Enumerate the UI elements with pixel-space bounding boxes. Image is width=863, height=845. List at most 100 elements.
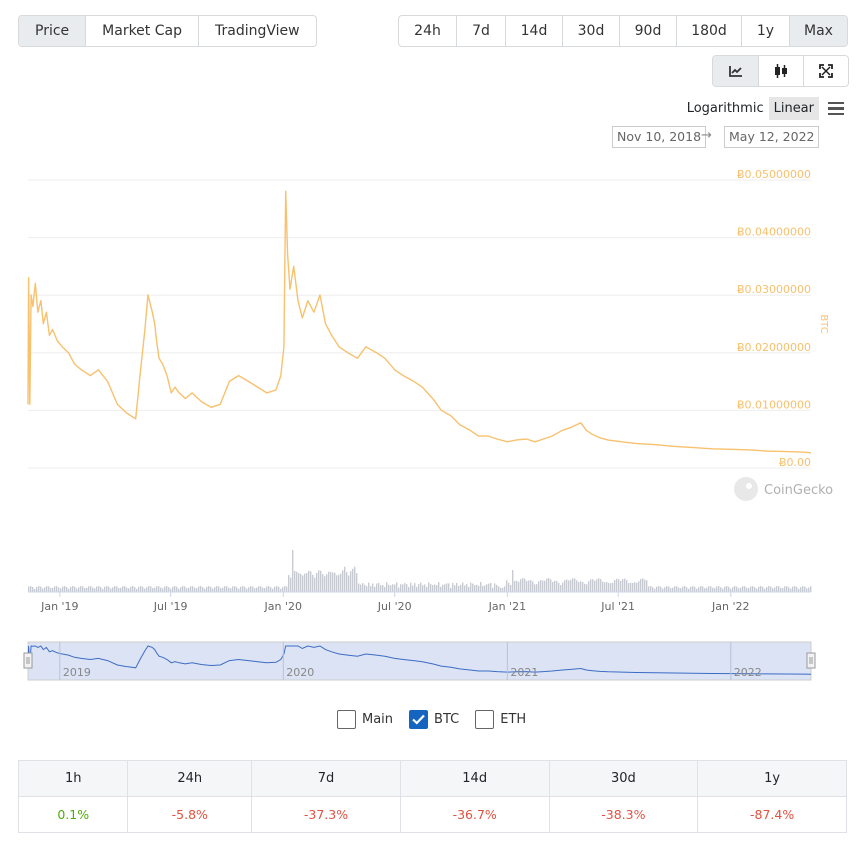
volume-bar xyxy=(466,583,468,592)
volume-bar xyxy=(618,579,620,592)
range-tab-1y[interactable]: 1y xyxy=(741,16,789,46)
volume-bar xyxy=(252,586,254,592)
view-tab-tradingview[interactable]: TradingView xyxy=(197,16,316,46)
range-tab-180d[interactable]: 180d xyxy=(676,16,741,46)
volume-bar xyxy=(672,587,674,592)
volume-bar xyxy=(204,588,206,592)
volume-bar xyxy=(674,586,676,592)
checkbox-unchecked-icon[interactable] xyxy=(475,710,495,729)
volume-bar xyxy=(572,578,574,592)
checkbox-unchecked-icon[interactable] xyxy=(337,710,356,729)
y-tick-label: Ƀ0.01000000 xyxy=(737,398,811,411)
volume-bar xyxy=(640,578,642,592)
volume-bar xyxy=(546,578,548,592)
volume-bar xyxy=(386,582,388,592)
volume-bar xyxy=(334,572,336,592)
volume-bar xyxy=(632,582,634,592)
volume-bar xyxy=(264,588,266,592)
volume-bar xyxy=(780,587,782,592)
volume-bar xyxy=(74,586,76,592)
volume-bar xyxy=(180,587,182,592)
range-tabs: 24h 7d 14d 30d 90d 180d 1y Max xyxy=(398,15,848,47)
y-axis-title: BTC xyxy=(818,314,829,333)
navigator-right-handle[interactable] xyxy=(806,652,816,669)
volume-bar xyxy=(232,586,234,592)
volume-bar xyxy=(488,583,490,592)
volume-bar xyxy=(238,588,240,592)
volume-bar xyxy=(504,586,506,592)
volume-bar xyxy=(348,575,350,592)
navigator-tick-label: 2020 xyxy=(286,666,314,679)
volume-bar xyxy=(176,586,178,592)
volume-bar xyxy=(480,582,482,592)
logarithmic-scale-option[interactable]: Logarithmic xyxy=(686,101,764,116)
volume-bar xyxy=(170,588,172,592)
volume-bar xyxy=(140,586,142,592)
navigator-left-handle[interactable] xyxy=(23,652,33,669)
volume-bar xyxy=(444,584,446,592)
handle-body[interactable] xyxy=(23,652,33,669)
handle-body[interactable] xyxy=(806,652,816,669)
range-tab-7d[interactable]: 7d xyxy=(456,16,505,46)
volume-bar xyxy=(760,586,762,592)
view-tab-market-cap[interactable]: Market Cap xyxy=(85,16,198,46)
volume-bar xyxy=(394,584,396,592)
volume-bar xyxy=(518,581,520,592)
volume-bar xyxy=(670,588,672,592)
coingecko-logo-eye xyxy=(746,483,752,489)
volume-bar xyxy=(692,586,694,592)
series-toggle-eth[interactable]: ETH xyxy=(475,710,526,729)
volume-bar xyxy=(570,579,572,592)
volume-bar xyxy=(498,586,500,592)
series-toggle-main[interactable]: Main xyxy=(337,710,393,729)
volume-bar xyxy=(142,586,144,592)
volume-bar xyxy=(404,583,406,592)
volume-bar xyxy=(486,584,488,592)
range-tab-14d[interactable]: 14d xyxy=(505,16,562,46)
chart-type-tab-0[interactable] xyxy=(713,56,758,86)
series-toggle-btc[interactable]: BTC xyxy=(409,710,459,729)
range-tab-24h[interactable]: 24h xyxy=(414,23,441,39)
linear-scale-option[interactable]: Linear xyxy=(768,97,819,120)
range-tab-max[interactable]: Max xyxy=(789,16,847,46)
volume-bar xyxy=(108,586,110,592)
volume-bar xyxy=(440,586,442,592)
change-header-7d: 7d xyxy=(251,760,401,797)
volume-bar xyxy=(320,570,322,592)
volume-bar xyxy=(530,580,532,592)
volume-bar xyxy=(536,584,538,592)
date-from-input[interactable]: Nov 10, 2018 xyxy=(612,126,707,148)
volume-bar xyxy=(378,582,380,592)
volume-bar xyxy=(46,586,48,592)
range-tab-90d[interactable]: 90d xyxy=(619,16,676,46)
volume-bar xyxy=(614,579,616,592)
volume-bar xyxy=(330,571,332,592)
volume-bar xyxy=(540,580,542,592)
volume-bar xyxy=(732,587,734,592)
chart-type-tab-1[interactable] xyxy=(758,56,803,86)
checkbox-checked-icon[interactable] xyxy=(409,710,429,729)
volume-bar xyxy=(482,585,484,592)
x-tick-label: Jul '20 xyxy=(377,600,412,613)
volume-bar xyxy=(642,578,644,592)
volume-bar xyxy=(414,583,416,592)
volume-bar xyxy=(784,586,786,592)
volume-bar xyxy=(568,580,570,592)
range-tab-30d[interactable]: 30d xyxy=(562,16,619,46)
view-tab-price[interactable]: Price xyxy=(19,16,86,46)
volume-bar xyxy=(548,578,550,592)
volume-bar xyxy=(650,586,652,592)
coingecko-watermark-text: CoinGecko xyxy=(764,483,833,498)
date-to-input[interactable]: May 12, 2022 xyxy=(724,126,820,148)
chart-type-tab-2[interactable] xyxy=(803,56,848,86)
volume-bar xyxy=(400,584,402,592)
volume-bar xyxy=(428,582,430,592)
volume-bar xyxy=(740,587,742,592)
hamburger-menu-icon[interactable] xyxy=(828,102,844,115)
volume-bar xyxy=(602,581,604,592)
volume-bar xyxy=(788,587,790,592)
volume-bar xyxy=(754,587,756,592)
volume-bar xyxy=(356,573,358,592)
volume-bar xyxy=(442,584,444,592)
view-tabs: Price Market Cap TradingView xyxy=(18,15,317,47)
